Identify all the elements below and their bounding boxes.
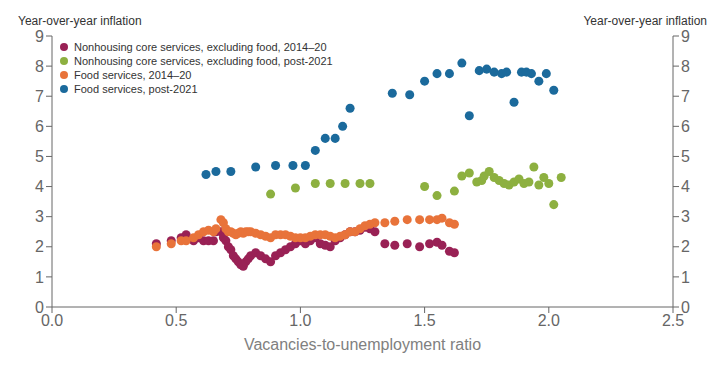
svg-text:0: 0 bbox=[681, 299, 690, 316]
html-text:Year-over-year inflation: Year-over-year inflation bbox=[583, 14, 707, 28]
svg-text:9: 9 bbox=[681, 28, 690, 45]
svg-text:5: 5 bbox=[35, 148, 44, 165]
svg-text:1: 1 bbox=[35, 269, 44, 286]
svg-text:4: 4 bbox=[681, 178, 690, 195]
svg-text:0: 0 bbox=[35, 299, 44, 316]
svg-text:2.0: 2.0 bbox=[538, 312, 560, 329]
svg-text:0.0: 0.0 bbox=[41, 312, 63, 329]
svg-text:1.0: 1.0 bbox=[289, 312, 311, 329]
svg-text:7: 7 bbox=[35, 88, 44, 105]
svg-text:3: 3 bbox=[681, 208, 690, 225]
svg-text:6: 6 bbox=[35, 118, 44, 135]
html-text:Year-over-year inflation: Year-over-year inflation bbox=[18, 14, 142, 28]
svg-text:8: 8 bbox=[681, 58, 690, 75]
svg-text:2: 2 bbox=[681, 238, 690, 255]
svg-text:5: 5 bbox=[681, 148, 690, 165]
svg-text:6: 6 bbox=[681, 118, 690, 135]
svg-text:3: 3 bbox=[35, 208, 44, 225]
svg-text:0.5: 0.5 bbox=[165, 312, 187, 329]
svg-text:1.5: 1.5 bbox=[413, 312, 435, 329]
html-text:Nonhousing core services, excl: Nonhousing core services, excluding food… bbox=[74, 55, 333, 67]
html-text:Food services, post-2021: Food services, post-2021 bbox=[74, 83, 198, 95]
svg-text:8: 8 bbox=[35, 58, 44, 75]
html-text:Food services, 2014–20: Food services, 2014–20 bbox=[74, 69, 192, 81]
svg-text:Vacancies-to-unemployment rati: Vacancies-to-unemployment ratio bbox=[244, 336, 481, 353]
svg-text:7: 7 bbox=[681, 88, 690, 105]
svg-text:1: 1 bbox=[681, 269, 690, 286]
svg-text:4: 4 bbox=[35, 178, 44, 195]
svg-text:2.5: 2.5 bbox=[661, 312, 685, 330]
html-text:Nonhousing core services, excl: Nonhousing core services, excluding food… bbox=[74, 41, 327, 53]
svg-text:2: 2 bbox=[35, 238, 44, 255]
svg-text:9: 9 bbox=[35, 28, 44, 45]
